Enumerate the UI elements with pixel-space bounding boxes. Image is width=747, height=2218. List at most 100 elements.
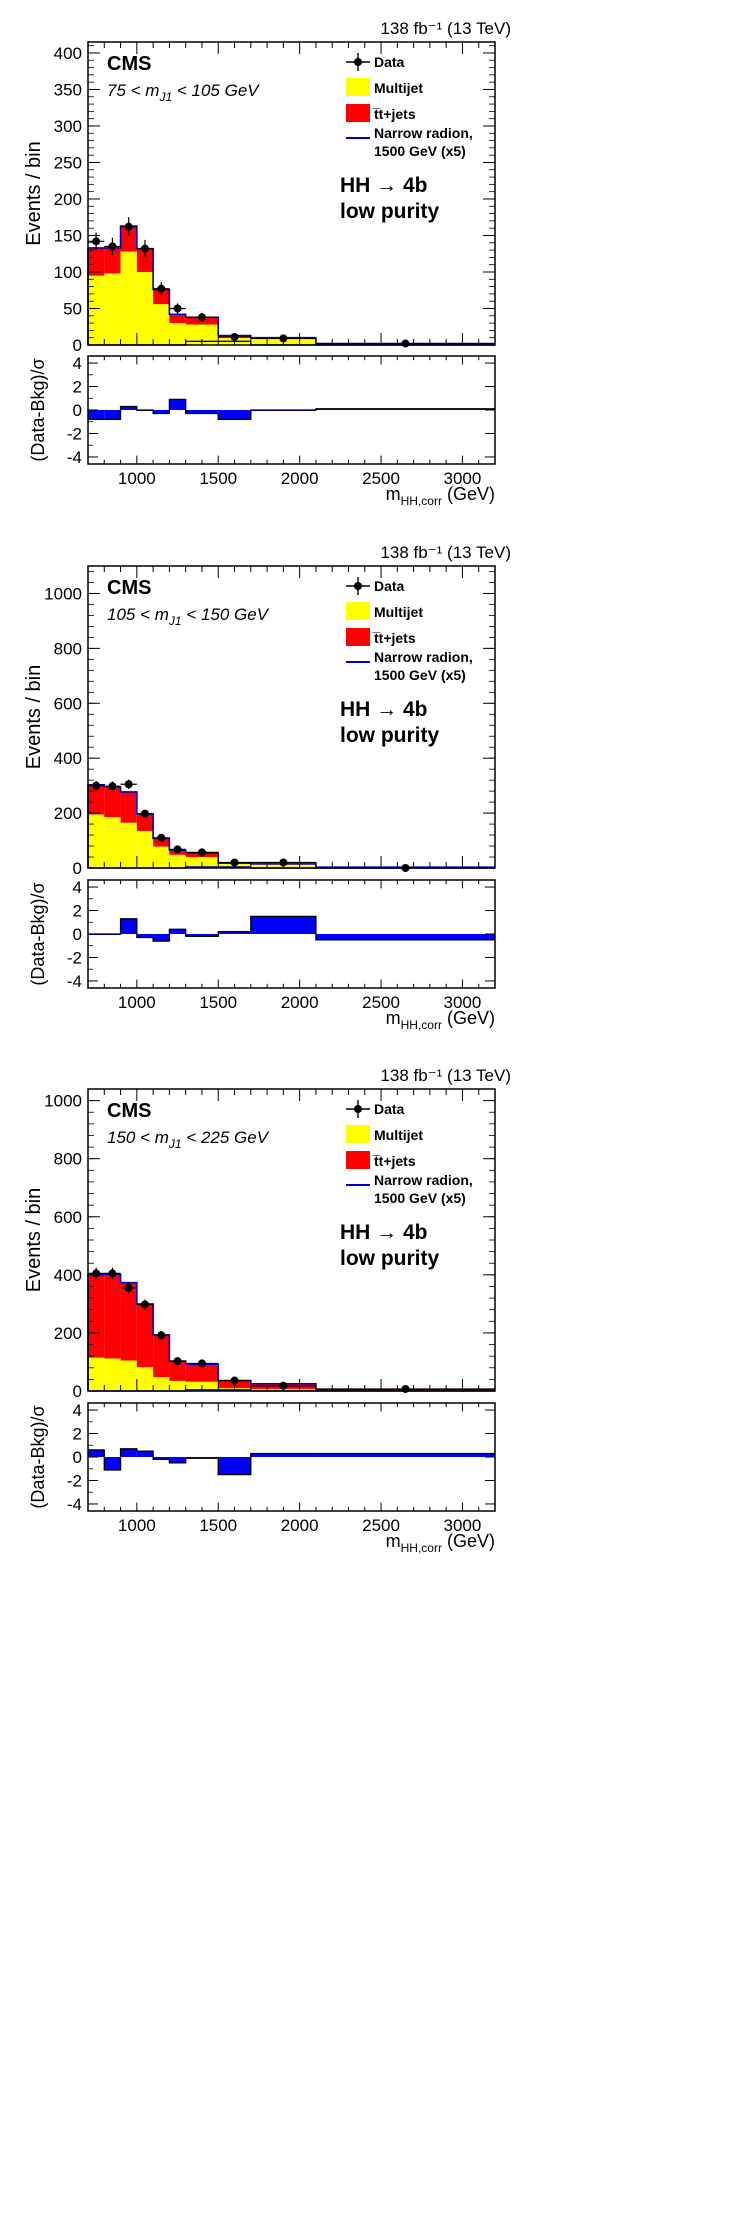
- y-tick-label: 0: [73, 336, 82, 355]
- ttbar-bar: [120, 225, 137, 252]
- ratio-bar: [218, 410, 251, 420]
- y-tick-label: 0: [73, 1382, 82, 1401]
- legend-signal-label: 1500 GeV (x5): [374, 667, 466, 683]
- data-point: [401, 339, 410, 348]
- data-point: [124, 1283, 133, 1292]
- y-axis-title: Events / bin: [23, 665, 45, 770]
- legend-ttbar-label: t̅t+jets: [371, 106, 416, 122]
- x-tick-label: 1500: [199, 469, 237, 488]
- multijet-bar: [104, 817, 121, 868]
- y-tick-label: 1000: [44, 1092, 82, 1111]
- ttbar-bar: [136, 248, 154, 272]
- x-tick-label: 1000: [118, 1516, 156, 1535]
- x-tick-label: 3000: [444, 469, 482, 488]
- ratio-y-tick-label: -4: [67, 972, 82, 991]
- data-point: [173, 1357, 182, 1366]
- ratio-y-tick-label: 4: [73, 1401, 82, 1420]
- ratio-bar: [218, 931, 251, 934]
- data-point: [108, 1269, 117, 1278]
- ttbar-bar: [153, 289, 170, 305]
- data-point: [173, 845, 182, 854]
- y-tick-label: 600: [54, 694, 82, 713]
- ttbar-bar: [120, 791, 137, 823]
- legend-multijet-label: Multijet: [374, 80, 423, 96]
- ratio-y-tick-label: 4: [73, 354, 82, 373]
- ratio-y-tick-label: 2: [73, 378, 82, 397]
- y-tick-label: 400: [54, 749, 82, 768]
- ttbar-bar: [153, 1334, 170, 1378]
- ttbar-bar: [169, 314, 186, 324]
- multijet-bar: [153, 846, 170, 868]
- cms-label: CMS: [107, 53, 151, 75]
- legend-ttbar-swatch: [346, 628, 370, 646]
- y-tick-label: 350: [54, 80, 82, 99]
- category-label: low purity: [340, 1247, 439, 1270]
- data-point: [197, 1359, 206, 1368]
- y-tick-label: 400: [54, 1266, 82, 1285]
- data-point: [92, 781, 101, 790]
- x-tick-label: 2500: [362, 993, 400, 1012]
- data-point: [230, 1376, 239, 1385]
- mass-window-label: 150 < mJ1 < 225 GeV: [107, 1128, 270, 1151]
- legend-ttbar-swatch: [346, 104, 370, 122]
- legend-ttbar-label: t̅t+jets: [371, 630, 416, 646]
- x-tick-label: 1000: [118, 993, 156, 1012]
- multijet-bar: [120, 251, 137, 345]
- multijet-bar: [136, 830, 154, 868]
- multijet-bar: [104, 1358, 121, 1391]
- legend-signal-label: Narrow radion,: [374, 1172, 473, 1188]
- multijet-bar: [120, 822, 137, 868]
- multijet-bar: [104, 273, 121, 345]
- data-point: [279, 334, 288, 343]
- cms-label: CMS: [107, 1100, 151, 1122]
- y-tick-label: 200: [54, 804, 82, 823]
- multijet-bar: [153, 1377, 170, 1391]
- legend-multijet-swatch: [346, 1125, 370, 1143]
- data-point: [108, 782, 117, 791]
- x-axis-title: mHH,corr (GeV): [386, 484, 495, 508]
- ttbar-bar: [153, 838, 170, 847]
- ratio-y-tick-label: 2: [73, 1425, 82, 1444]
- y-tick-label: 300: [54, 117, 82, 136]
- ratio-bar: [136, 1451, 154, 1457]
- legend-data-label: Data: [374, 578, 405, 594]
- data-point: [157, 284, 166, 293]
- x-tick-label: 1500: [199, 1516, 237, 1535]
- y-tick-label: 800: [54, 1150, 82, 1169]
- multijet-bar: [88, 1357, 105, 1391]
- mass-window-label: 75 < mJ1 < 105 GeV: [107, 81, 260, 104]
- ratio-bar: [169, 929, 186, 934]
- x-tick-label: 1500: [199, 993, 237, 1012]
- ttbar-bar: [185, 1364, 219, 1382]
- legend-signal-label: 1500 GeV (x5): [374, 1190, 466, 1206]
- ttbar-bar: [104, 1274, 121, 1359]
- y-tick-label: 400: [54, 44, 82, 63]
- ratio-bar: [185, 410, 219, 414]
- category-label: low purity: [340, 724, 439, 747]
- data-point: [92, 1269, 101, 1278]
- data-point: [197, 848, 206, 857]
- y-tick-label: 50: [63, 299, 82, 318]
- multijet-bar: [185, 324, 219, 345]
- data-point: [92, 237, 101, 246]
- multijet-bar: [153, 304, 170, 345]
- main-plot-frame: [87, 41, 496, 346]
- multijet-bar: [88, 275, 105, 345]
- ttbar-bar: [88, 1274, 105, 1358]
- ratio-y-tick-label: 4: [73, 878, 82, 897]
- x-tick-label: 2000: [281, 993, 319, 1012]
- data-point: [140, 244, 149, 253]
- x-tick-label: 2500: [362, 1516, 400, 1535]
- data-point: [401, 1384, 410, 1393]
- ratio-y-axis-title: (Data-Bkg)/σ: [28, 358, 48, 461]
- legend-signal-label: 1500 GeV (x5): [374, 143, 466, 159]
- data-point: [173, 304, 182, 313]
- legend-multijet-swatch: [346, 602, 370, 620]
- y-tick-label: 250: [54, 153, 82, 172]
- data-point: [124, 780, 133, 789]
- ratio-bar: [315, 1453, 495, 1457]
- cms-label: CMS: [107, 577, 151, 599]
- chart-panel-2: 0 200 400 600 800 1000 1000 1500 2000 2500 3000 -4 -…: [23, 543, 511, 1032]
- legend-multijet-label: Multijet: [374, 604, 423, 620]
- legend-data-marker: [354, 582, 362, 590]
